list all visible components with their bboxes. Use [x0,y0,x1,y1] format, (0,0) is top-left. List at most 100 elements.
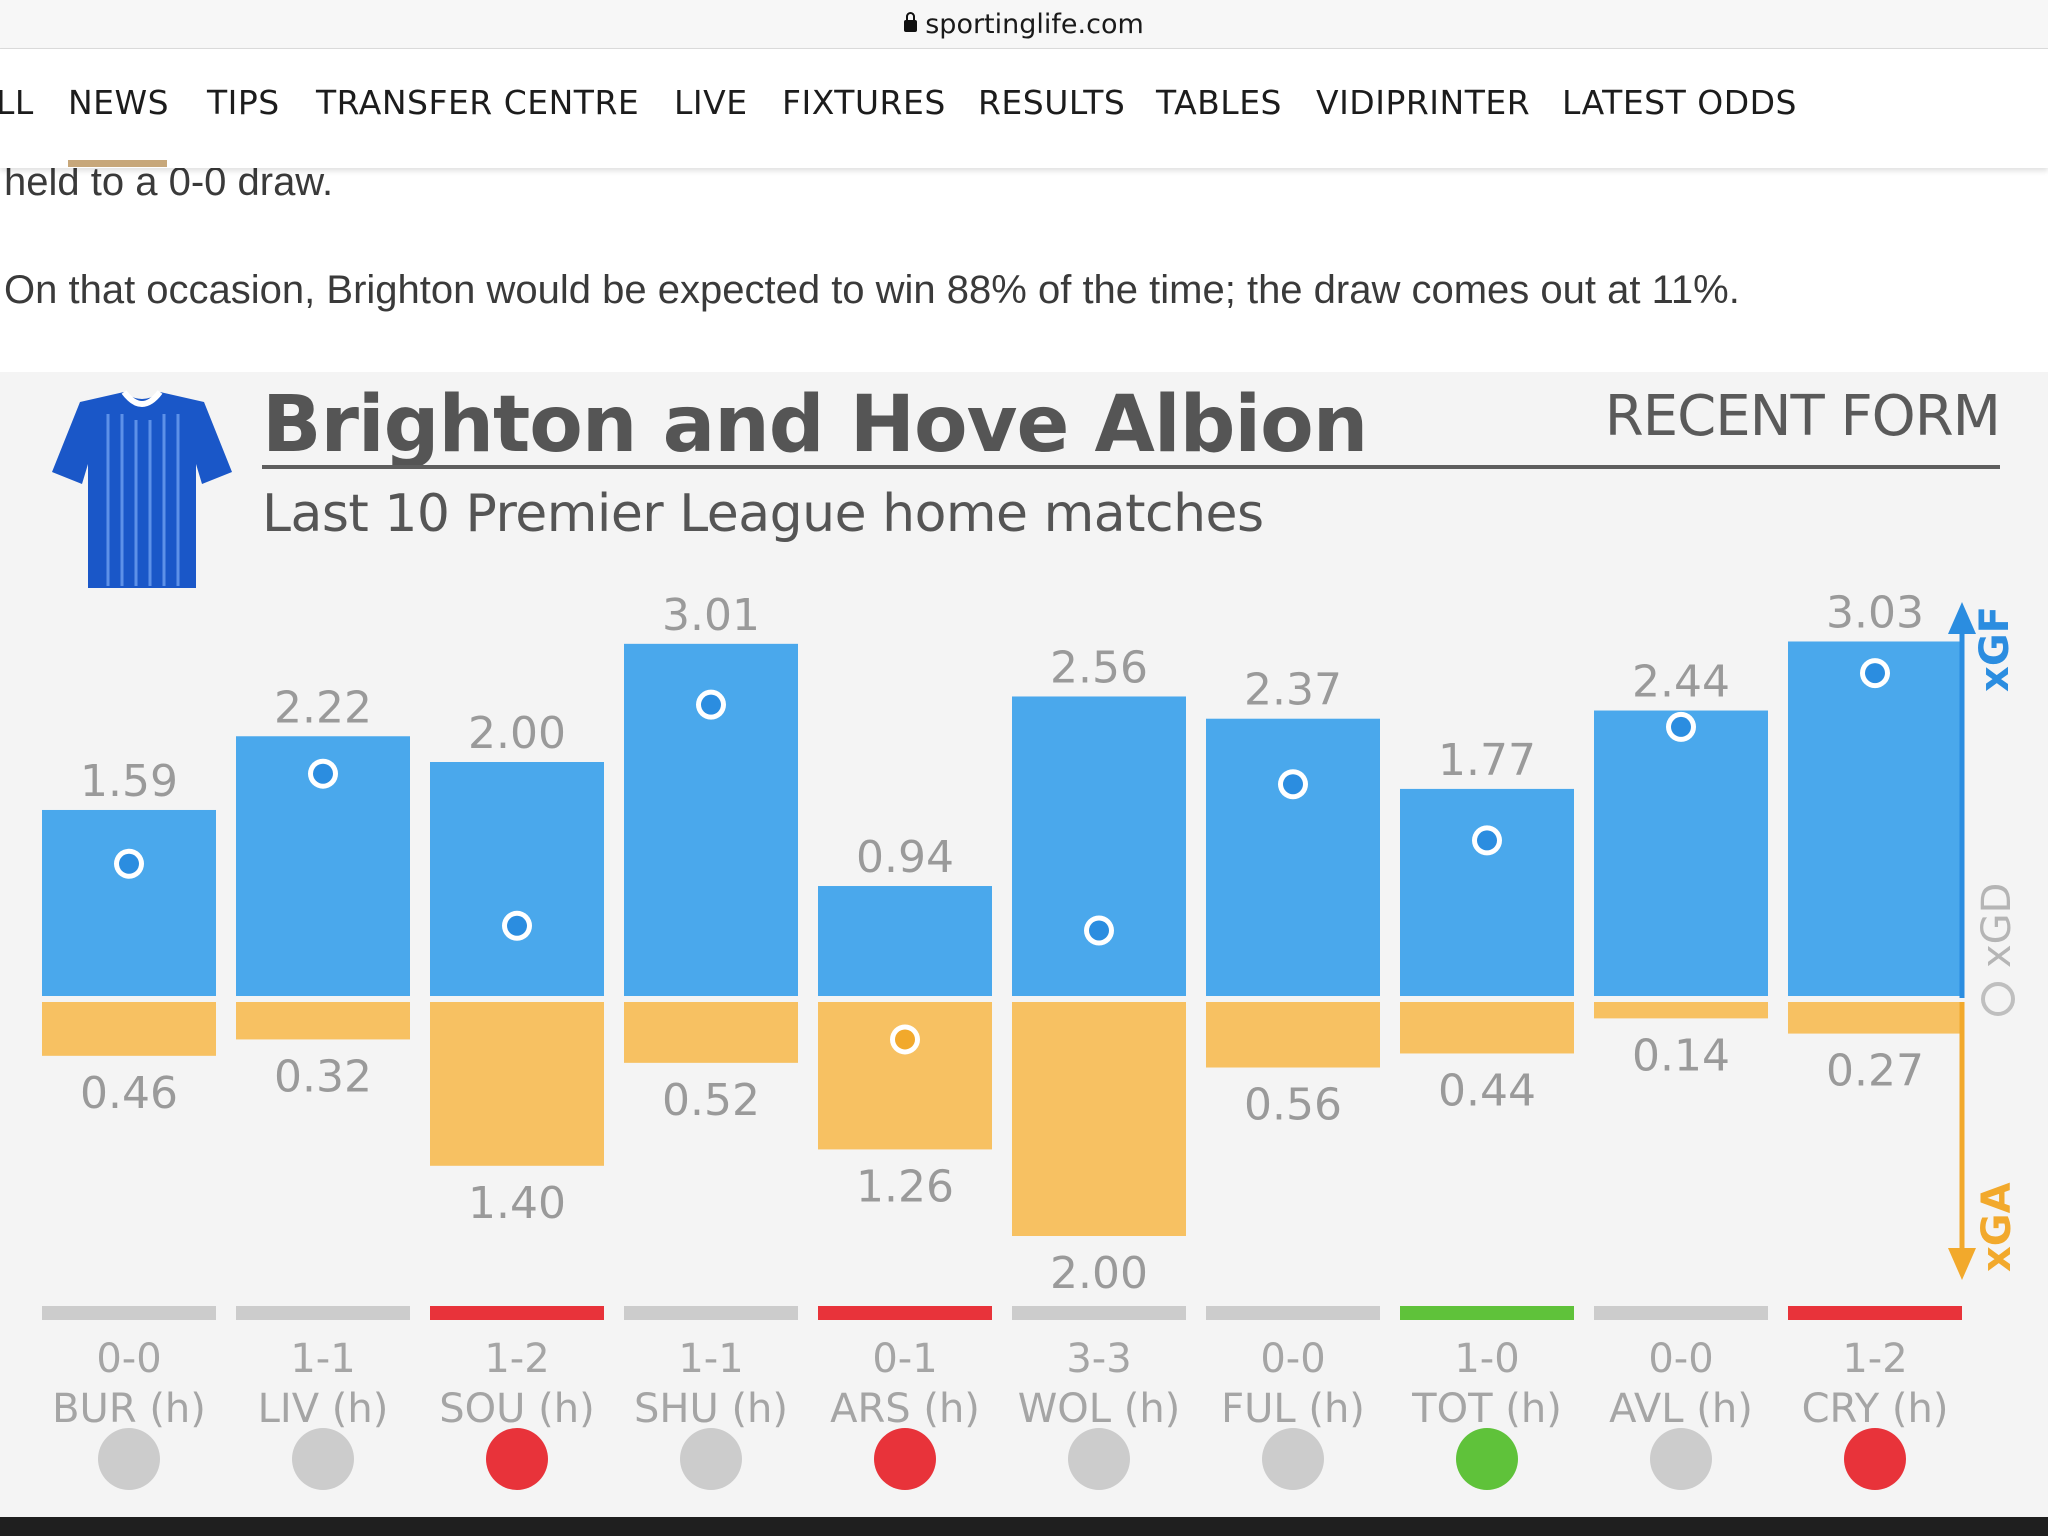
xgf-value-label: 1.77 [1438,735,1536,786]
match-score: 3-3 [1066,1336,1131,1382]
result-dot [1456,1428,1518,1490]
result-dot [1650,1428,1712,1490]
xgf-value-label: 3.03 [1826,587,1924,638]
xga-bar [42,1002,216,1056]
opponent-label: LIV (h) [258,1386,389,1432]
xgf-value-label: 2.56 [1050,642,1148,693]
result-dot [1068,1428,1130,1490]
opponent-label: WOL (h) [1018,1386,1181,1432]
xga-bar [624,1002,798,1063]
xgf-value-label: 0.94 [856,832,954,883]
xga-axis-label: xGA [1974,1182,2020,1272]
match-score: 1-2 [484,1336,549,1382]
nav-item-live[interactable]: LIVE [674,83,748,122]
nav-item-results[interactable]: RESULTS [978,83,1126,122]
xgd-marker [1089,920,1109,941]
result-dot [1844,1428,1906,1490]
opponent-label: AVL (h) [1609,1386,1753,1432]
match-score: 0-1 [872,1336,937,1382]
active-tab-indicator [68,160,167,167]
xgf-value-label: 2.44 [1632,657,1730,708]
xgd-marker [119,853,139,874]
xga-value-label: 0.32 [274,1051,372,1102]
xga-bar [818,1002,992,1150]
xgf-value-label: 3.01 [662,590,760,641]
nav-item-fixtures[interactable]: FIXTURES [782,83,946,122]
result-strip [1594,1306,1768,1320]
xga-value-label: 0.27 [1826,1046,1924,1097]
xgf-axis-label: xGF [1972,606,2018,692]
recent-form-badge: RECENT FORM [1604,384,2001,449]
result-dot [486,1428,548,1490]
xgd-marker [1477,830,1497,851]
xgd-marker [507,915,527,936]
xgf-value-label: 1.59 [80,756,178,807]
xgd-marker [313,763,333,784]
match-score: 1-1 [678,1336,743,1382]
xga-axis-arrow [1948,1248,1976,1280]
result-dot [98,1428,160,1490]
nav-item-news[interactable]: NEWS [68,83,170,122]
nav-item-vidiprinter[interactable]: VIDIPRINTER [1316,83,1531,122]
match-score: 1-0 [1454,1336,1519,1382]
result-strip [42,1306,216,1320]
xgf-bar [1594,710,1768,996]
nav-item-latest-odds[interactable]: LATEST ODDS [1562,83,1798,122]
xgd-marker [1671,716,1691,737]
xgd-marker [895,1029,915,1050]
xga-bar [1594,1002,1768,1019]
xgf-bar [1788,641,1962,996]
result-dot [292,1428,354,1490]
xga-bar [1012,1002,1186,1236]
xga-value-label: 0.52 [662,1075,760,1126]
xgd-marker [701,694,721,715]
xga-bar [1788,1002,1962,1034]
bottom-toolbar [0,1517,2048,1536]
xgf-bar [42,809,216,996]
result-dot [874,1428,936,1490]
opponent-label: SOU (h) [439,1386,594,1432]
result-strip [236,1306,410,1320]
xga-value-label: 0.44 [1438,1065,1536,1116]
xgf-bar [1206,718,1380,996]
address-bar[interactable]: sportinglife.com [0,0,2048,49]
infographic-subtitle: Last 10 Premier League home matches [262,484,1264,544]
match-score: 0-0 [1648,1336,1713,1382]
opponent-label: BUR (h) [52,1386,206,1432]
opponent-label: CRY (h) [1802,1386,1949,1432]
xgd-axis-label: xGD [1974,883,2020,968]
xga-value-label: 1.40 [468,1178,566,1229]
xgf-axis-arrow [1948,602,1976,634]
lock-icon [904,12,918,32]
xga-value-label: 0.56 [1244,1080,1342,1131]
xgf-value-label: 2.00 [468,708,566,759]
xga-value-label: 1.26 [856,1161,954,1212]
opponent-label: SHU (h) [634,1386,788,1432]
team-title: Brighton and Hove Albion [262,380,1368,470]
match-score: 1-1 [290,1336,355,1382]
xga-bar [430,1002,604,1166]
article-paragraph: On that occasion, Brighton would be expe… [4,268,1740,312]
result-dot [680,1428,742,1490]
nav-item-transfer-centre[interactable]: TRANSFER CENTRE [316,83,640,122]
url-text: sportinglife.com [925,8,1144,40]
xgf-bar [818,886,992,996]
xga-bar [1400,1002,1574,1054]
result-strip [1012,1306,1186,1320]
xga-value-label: 2.00 [1050,1248,1148,1299]
xga-value-label: 0.14 [1632,1030,1730,1081]
xgd-marker [1283,774,1303,795]
match-score: 0-0 [1260,1336,1325,1382]
nav-item-tables[interactable]: TABLES [1156,83,1282,122]
result-strip [1400,1306,1574,1320]
result-strip [430,1306,604,1320]
xgf-bar [1400,788,1574,996]
nav-item-tips[interactable]: TIPS [207,83,280,122]
xga-bar [236,1002,410,1040]
xgd-axis-circle [1981,982,2015,1016]
xgf-bar [1012,696,1186,996]
result-strip [624,1306,798,1320]
nav-item-all[interactable]: LL [0,83,34,122]
match-score: 1-2 [1842,1336,1907,1382]
